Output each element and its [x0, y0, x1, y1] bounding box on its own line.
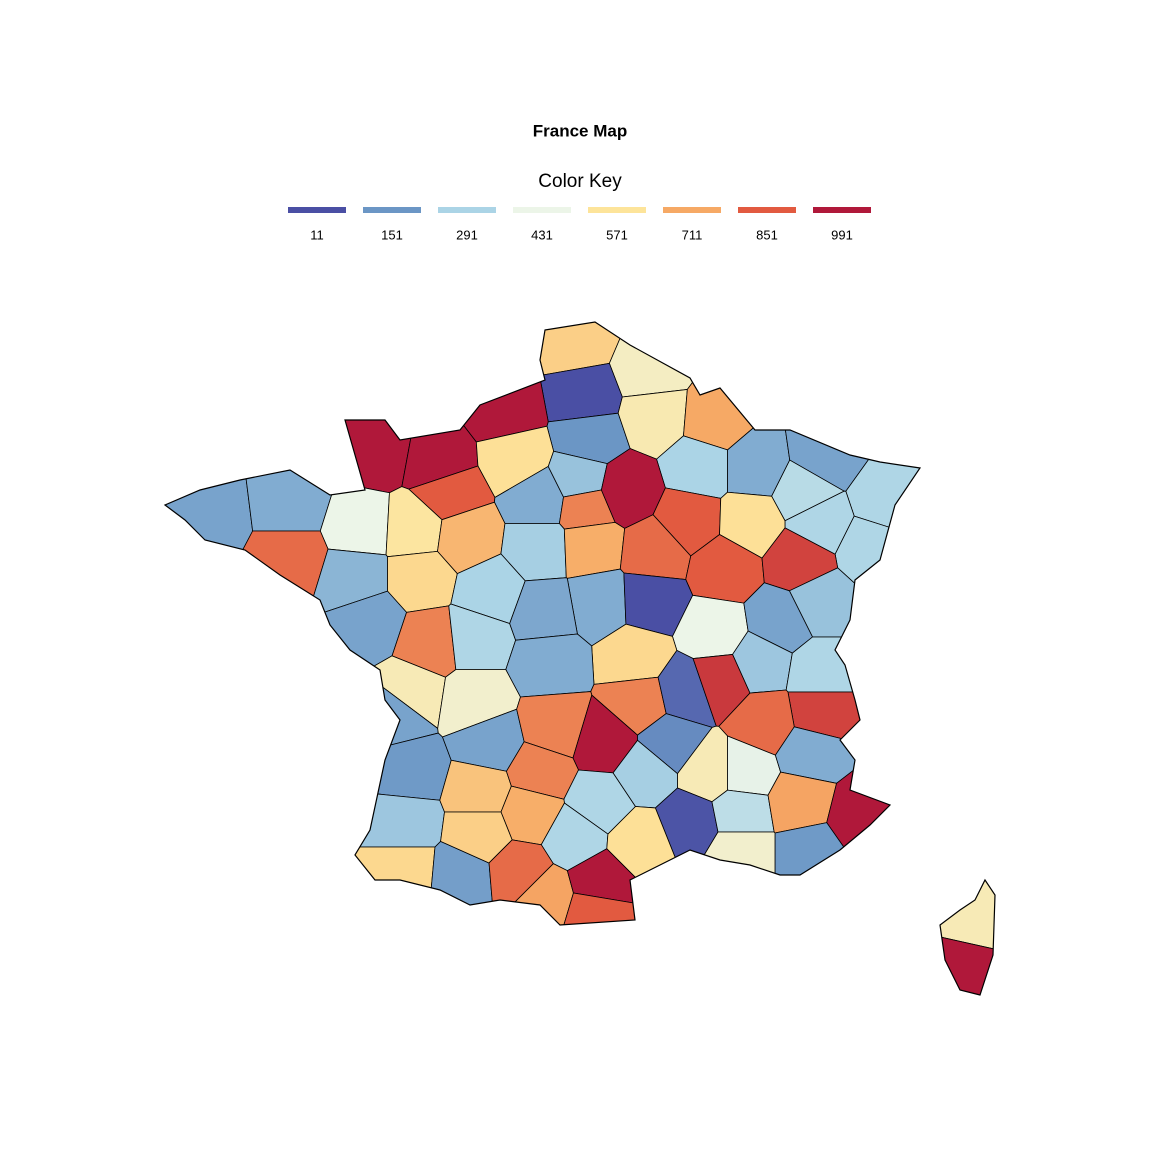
department: [505, 633, 595, 698]
legend-swatch: [513, 207, 571, 213]
legend-label: 571: [606, 227, 628, 242]
map: [165, 322, 995, 995]
legend-swatch: [588, 207, 646, 213]
department: [246, 732, 452, 801]
legend-label: 11: [310, 227, 324, 242]
department: [232, 590, 408, 710]
legend-swatch: [813, 207, 871, 213]
department: [165, 846, 436, 995]
department: [682, 831, 776, 995]
department: [398, 322, 549, 443]
department: [165, 530, 329, 773]
department: [216, 322, 424, 494]
legend-swatch: [663, 207, 721, 213]
legend-swatch: [738, 207, 796, 213]
legend-label: 991: [831, 227, 853, 242]
legend-label: 291: [456, 227, 478, 242]
legend-label: 151: [381, 227, 403, 242]
legend-swatch: [288, 207, 346, 213]
legend-label: 711: [682, 227, 703, 242]
department: [834, 515, 995, 681]
department: [608, 322, 762, 398]
legend-label: 851: [756, 227, 778, 242]
legend-swatch: [438, 207, 496, 213]
country-outline: [163, 321, 996, 996]
legend-title: Color Key: [538, 171, 622, 192]
department: [440, 811, 513, 864]
department: [165, 322, 254, 746]
department: [711, 789, 775, 833]
legend-swatch: [363, 207, 421, 213]
chart-title: France Map: [533, 121, 627, 140]
department: [774, 822, 884, 995]
department: [781, 322, 991, 492]
department: [873, 755, 995, 956]
department: [319, 481, 390, 556]
department: [826, 695, 995, 904]
department: [785, 636, 995, 693]
legend-label: 431: [531, 227, 553, 242]
